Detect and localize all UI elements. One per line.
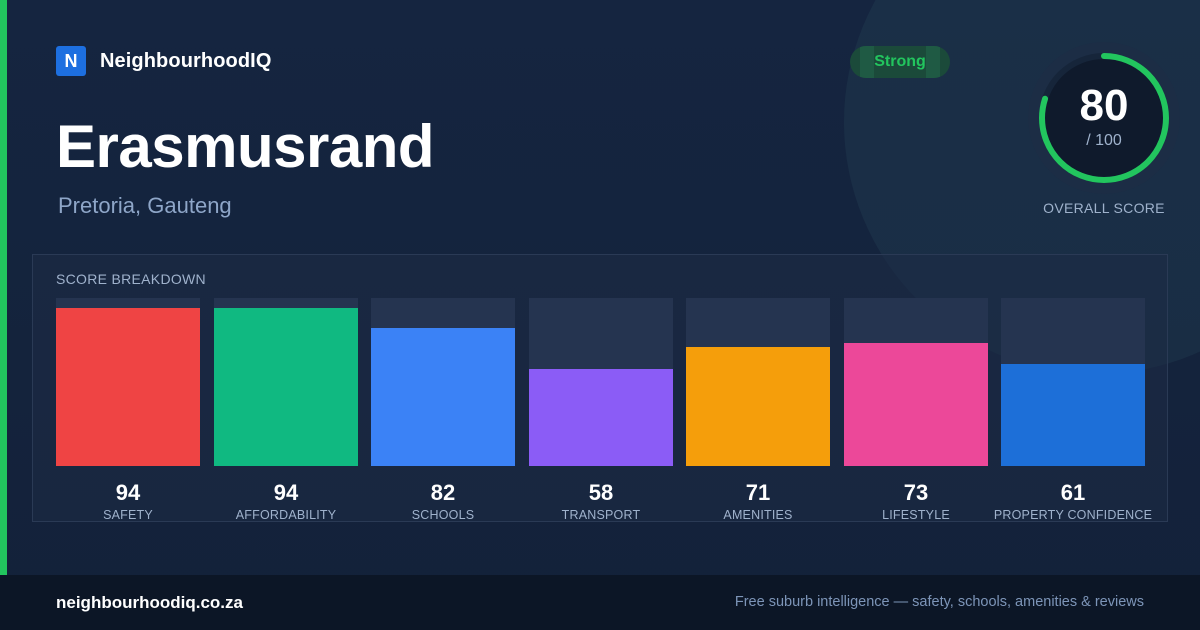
bar-fill-affordability [214,308,358,466]
bar-track-schools [371,298,515,466]
footer [0,575,1200,630]
brand-logo-icon: N [56,46,86,76]
status-badge: Strong [850,46,950,78]
overall-score-value: 80 [1079,81,1129,130]
overall-score-ring [1028,42,1180,194]
bar-label-lifestyle: LIFESTYLE [882,508,950,522]
score-breakdown-title: SCORE BREAKDOWN [56,271,206,287]
bar-track-safety [56,298,200,466]
status-badge-label: Strong [874,53,926,70]
bar-value-safety: 94 [115,480,141,505]
accent-bar [0,0,7,575]
bar-label-affordability: AFFORDABILITY [235,508,337,522]
bar-label-transport: TRANSPORT [561,508,641,522]
brand: N NeighbourhoodIQ [56,46,271,76]
bar-fill-transport [529,369,673,466]
footer-tagline: Free suburb intelligence — safety, schoo… [734,594,1144,610]
bar-value-amenities: 71 [745,480,771,505]
suburb-location: Pretoria, Gauteng [58,193,232,218]
brand-name: NeighbourhoodIQ [100,49,272,72]
bar-label-amenities: AMENITIES [723,508,793,522]
bar-value-affordability: 94 [273,480,299,505]
bar-label-safety: SAFETY [103,508,153,522]
bar-fill-schools [371,328,515,466]
bar-value-schools: 82 [430,480,456,505]
bar-label-schools: SCHOOLS [411,508,475,522]
footer-site-link[interactable]: neighbourhoodiq.co.za [56,593,243,612]
bar-fill-lifestyle [844,343,988,466]
bar-track-affordability [214,298,358,466]
bar-fill-property-confidence [1001,364,1145,466]
bar-fill-amenities [686,347,830,466]
page-title: Erasmusrand [56,113,435,180]
bar-value-property-confidence: 61 [1060,480,1086,505]
score-ring-progress [1039,53,1169,183]
bar-track-property-confidence [1001,298,1145,466]
bar-value-lifestyle: 73 [903,480,929,505]
bar-label-property-confidence: PROPERTY CONFIDENCE [993,508,1153,522]
bar-track-transport [529,298,673,466]
overall-score-max: / 100 [1086,132,1122,149]
bar-value-transport: 58 [588,480,614,505]
bar-track-lifestyle [844,298,988,466]
bar-track-amenities [686,298,830,466]
overall-score-label: OVERALL SCORE [1043,200,1165,216]
bar-fill-safety [56,308,200,466]
